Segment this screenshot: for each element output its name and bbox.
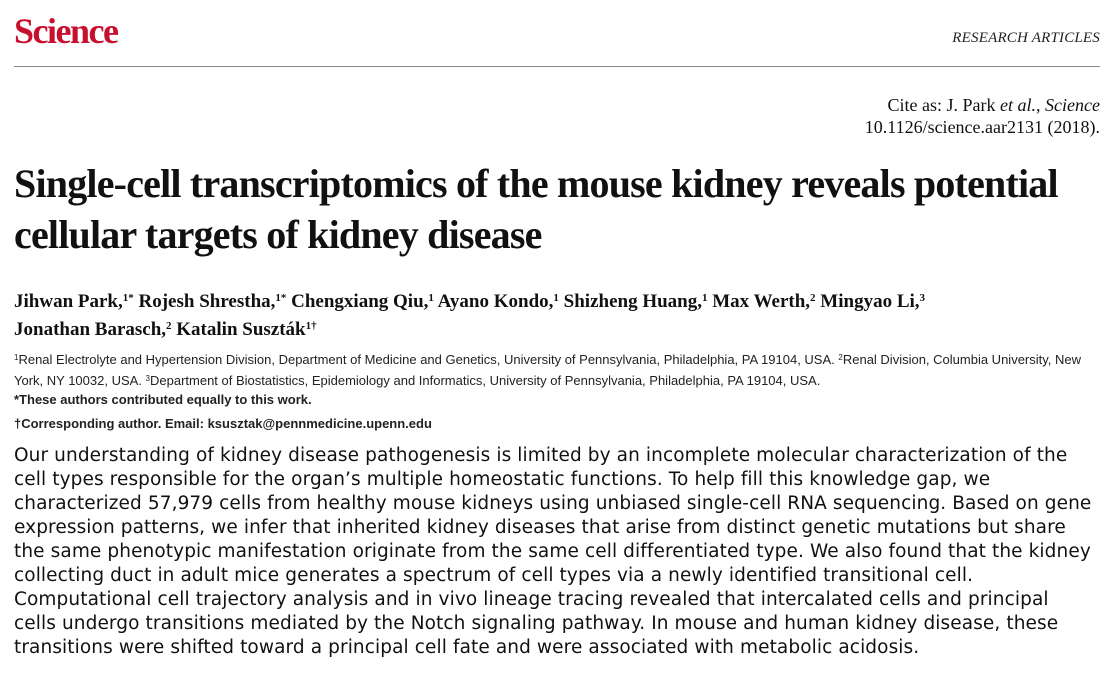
- affiliation-text: Department of Biostatistics, Epidemiolog…: [150, 373, 821, 388]
- affiliation-text: Renal Division, Columbia University, New…: [14, 352, 1082, 388]
- author-name: Katalin Suszták: [176, 319, 306, 340]
- author-name: Ayano Kondo,: [437, 291, 554, 312]
- author: Chengxiang Qiu,1: [291, 291, 434, 312]
- author: Rojesh Shrestha,1*: [139, 291, 287, 312]
- abstract: Our understanding of kidney disease path…: [14, 445, 1092, 658]
- citation-journal: Science: [1045, 95, 1100, 115]
- affiliation-number: 3: [145, 374, 150, 383]
- author-name: Rojesh Shrestha,: [138, 291, 276, 312]
- author-affil-mark: 1*: [275, 292, 287, 304]
- affiliation-text: Renal Electrolyte and Hypertension Divis…: [18, 352, 835, 367]
- citation: Cite as: J. Park et al., Science 10.1126…: [865, 94, 1100, 138]
- corresponding-author-note: †Corresponding author. Email: ksusztak@p…: [14, 416, 432, 431]
- section-label: RESEARCH ARTICLES: [952, 30, 1100, 46]
- author-affil-mark: 1: [553, 292, 559, 304]
- affiliations: 1Renal Electrolyte and Hypertension Divi…: [14, 348, 1104, 390]
- author: Jihwan Park,1*: [14, 291, 134, 312]
- author: Mingyao Li,3: [820, 291, 925, 312]
- author-affil-mark: 1: [428, 292, 434, 304]
- author-affil-mark: 1: [701, 292, 708, 304]
- citation-etal: et al.: [1000, 95, 1037, 115]
- author: Shizheng Huang,1: [564, 291, 708, 312]
- author-name: Max Werth,: [712, 291, 811, 312]
- author-name: Jihwan Park,: [14, 291, 123, 312]
- masthead: Science RESEARCH ARTICLES: [14, 8, 1100, 67]
- author-affil-mark: 1*: [122, 292, 134, 304]
- author-name: Chengxiang Qiu,: [291, 291, 429, 312]
- affiliation-number: 1: [14, 353, 19, 362]
- author-name: Jonathan Barasch,: [14, 319, 167, 340]
- author: Ayano Kondo,1: [438, 291, 559, 312]
- citation-line-1: Cite as: J. Park et al., Science: [865, 94, 1100, 116]
- author: Katalin Suszták1†: [176, 319, 316, 340]
- affiliation-number: 2: [838, 353, 843, 362]
- author: Max Werth,2: [712, 291, 815, 312]
- author-affil-mark: 1†: [305, 320, 317, 332]
- author-affil-mark: 3: [919, 292, 926, 304]
- equal-contribution-note: *These authors contributed equally to th…: [14, 392, 312, 407]
- author-affil-mark: 2: [166, 320, 172, 332]
- science-logo: Science: [14, 11, 119, 51]
- author-affil-mark: 2: [810, 292, 816, 304]
- citation-prefix: Cite as: J. Park: [887, 95, 1001, 115]
- citation-doi: 10.1126/science.aar2131 (2018).: [864, 117, 1100, 137]
- article-title: Single-cell transcriptomics of the mouse…: [14, 161, 1059, 257]
- author-list: Jihwan Park,1* Rojesh Shrestha,1* Chengx…: [14, 286, 1104, 342]
- author-name: Shizheng Huang,: [563, 291, 702, 312]
- author-name: Mingyao Li,: [820, 291, 920, 312]
- citation-comma: ,: [1036, 95, 1046, 115]
- author: Jonathan Barasch,2: [14, 319, 172, 340]
